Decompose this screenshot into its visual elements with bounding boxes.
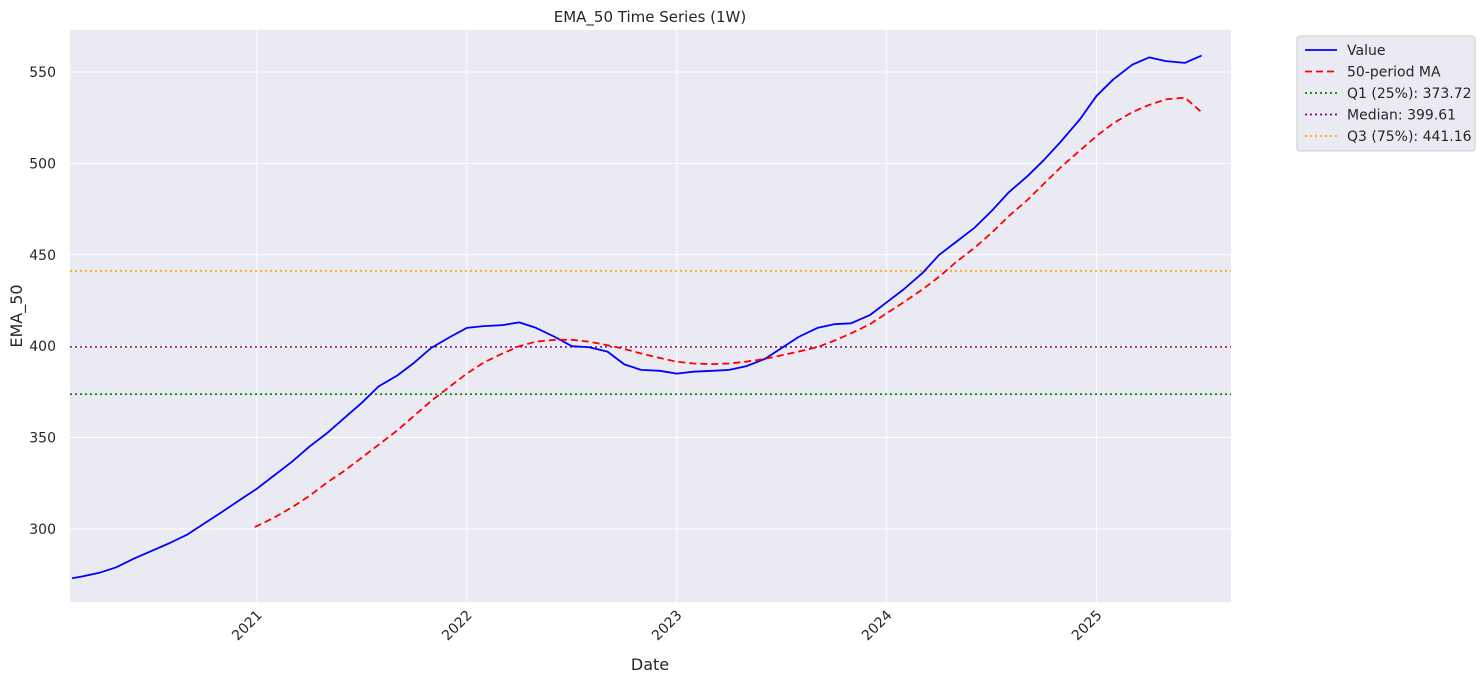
series-layer: [71, 54, 1203, 580]
y-tick-label-3: 450: [29, 248, 56, 264]
x-axis-ticks: 2021 2022 2023 2024 2025: [229, 607, 1105, 644]
x-axis-label: Date: [631, 655, 669, 674]
legend-label-3: Median: 399.61: [1347, 108, 1456, 124]
reference-lines: [70, 270, 1231, 395]
x-tick-label-2: 2023: [649, 608, 686, 645]
series-line-1: [254, 96, 1203, 528]
chart-title: EMA_50 Time Series (1W): [554, 8, 747, 27]
legend-box: [1296, 35, 1476, 152]
x-tick-label-0: 2021: [229, 608, 266, 645]
y-axis-ticks: 300 350 400 450 500 550: [29, 65, 56, 538]
legend-label-0: Value: [1347, 43, 1385, 59]
legend: Value 50-period MA Q1 (25%): 373.72 Median:…: [1296, 35, 1476, 152]
x-tick-label-1: 2022: [439, 608, 476, 645]
y-tick-label-0: 300: [29, 522, 56, 538]
legend-label-4: Q3 (75%): 441.16: [1347, 129, 1472, 145]
y-axis-label: EMA_50: [7, 284, 27, 347]
series-line-0: [71, 54, 1202, 580]
y-tick-label-1: 350: [29, 431, 56, 447]
plot-background: [70, 30, 1231, 602]
x-tick-label-4: 2025: [1069, 608, 1106, 645]
y-tick-label-5: 550: [29, 65, 56, 81]
grid: [70, 30, 1231, 602]
y-tick-label-2: 400: [29, 339, 56, 355]
x-tick-label-3: 2024: [859, 607, 896, 644]
legend-label-1: 50-period MA: [1347, 65, 1441, 81]
y-tick-label-4: 500: [29, 156, 56, 172]
legend-label-2: Q1 (25%): 373.72: [1347, 86, 1472, 102]
